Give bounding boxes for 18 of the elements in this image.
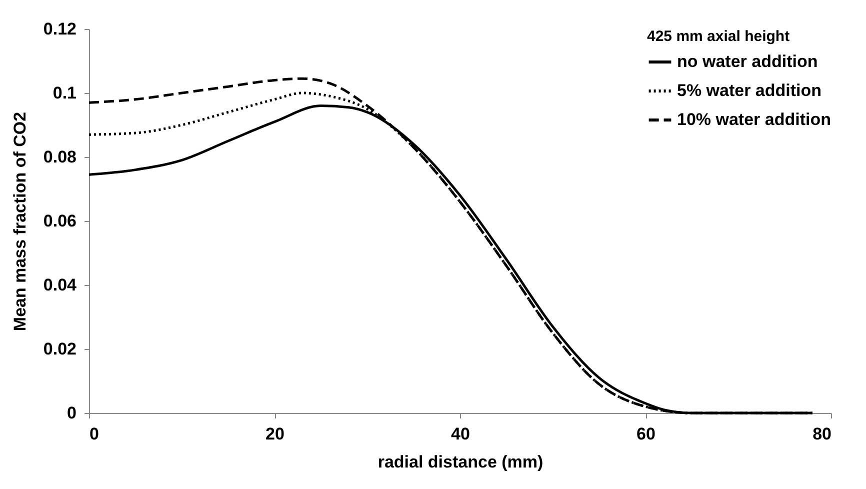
x-tick-label: 60 (636, 424, 656, 444)
y-tick-label: 0.12 (43, 20, 76, 38)
y-tick-label: 0.02 (43, 340, 76, 358)
x-tick-label: 40 (451, 424, 470, 444)
legend-label: 5% water addition (677, 81, 822, 100)
x-tick-label: 0 (90, 424, 99, 444)
y-tick-label: 0.04 (43, 276, 78, 294)
y-tick-label: 0.06 (43, 212, 76, 230)
legend-title: 425 mm axial height (647, 28, 790, 45)
y-tick-label: 0.08 (43, 148, 76, 166)
x-tick-label: 20 (266, 424, 284, 444)
y-tick-label: 0 (67, 404, 76, 422)
legend-label: no water addition (677, 52, 818, 71)
y-tick-label: 0.1 (52, 84, 76, 102)
x-axis-title: radial distance (mm) (378, 452, 544, 472)
legend-label: 10% water addition (677, 110, 831, 129)
x-tick-label: 80 (812, 424, 832, 444)
y-axis-title: Mean mass fraction of CO2 (10, 112, 30, 332)
